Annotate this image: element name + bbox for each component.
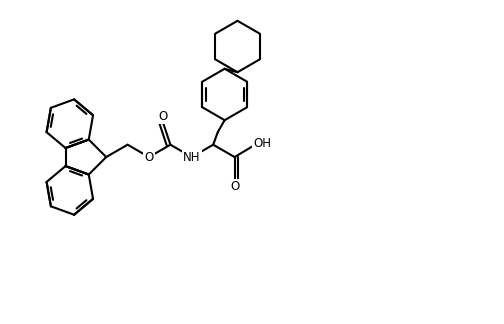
Text: O: O (144, 151, 154, 164)
Text: O: O (158, 110, 168, 123)
Text: O: O (230, 180, 239, 193)
Text: NH: NH (183, 151, 201, 164)
Text: OH: OH (253, 137, 271, 150)
